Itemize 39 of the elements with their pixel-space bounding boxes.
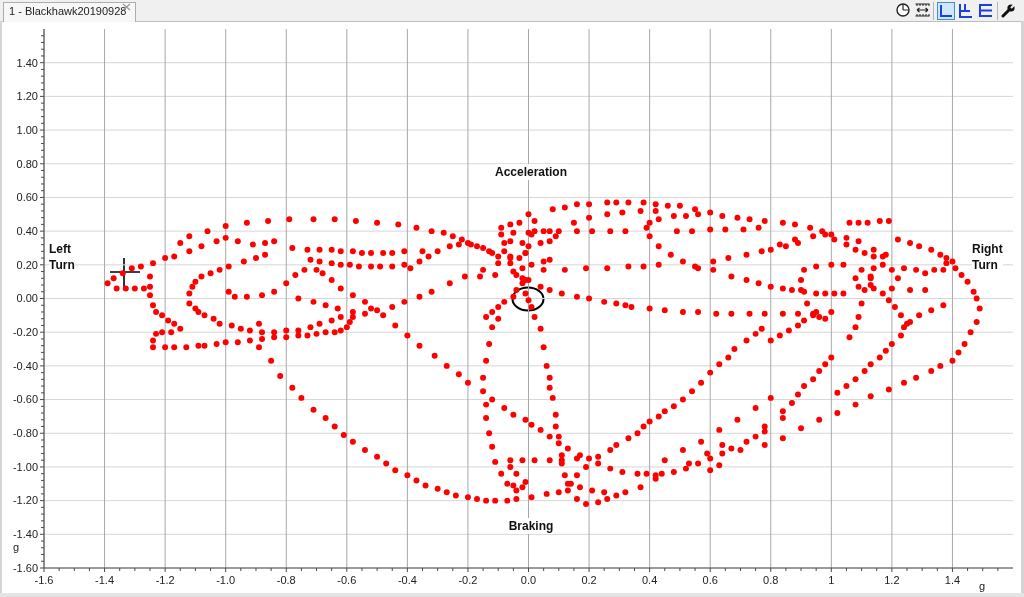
x-tick-label: 0.8 bbox=[763, 574, 779, 586]
y-tick-label: 0.60 bbox=[16, 191, 38, 204]
x-tick-label: -1.2 bbox=[155, 574, 175, 586]
x-tick-label: -0.6 bbox=[337, 574, 357, 586]
y-tick-label: -0.20 bbox=[12, 326, 38, 339]
x-tick-label: -1.6 bbox=[34, 574, 54, 586]
x-tick-label: 1.4 bbox=[944, 574, 961, 586]
x-tick-label: -0.4 bbox=[397, 574, 417, 586]
y-tick-label: 1.00 bbox=[16, 123, 38, 136]
annotation: Braking bbox=[508, 518, 554, 534]
y-axis-title: g bbox=[13, 541, 20, 554]
y-tick-label: -1.60 bbox=[12, 561, 38, 574]
x-tick-label: 0.6 bbox=[702, 574, 718, 586]
x-tick-label: 0.4 bbox=[641, 574, 658, 586]
y-tick-label: 1.40 bbox=[16, 56, 38, 69]
annotation: Right Turn bbox=[972, 241, 1003, 273]
x-tick-label: 0.0 bbox=[520, 574, 537, 586]
y-tick-label: 0.80 bbox=[16, 157, 38, 170]
y-tick-label: -1.20 bbox=[12, 494, 38, 507]
x-tick-label: -0.8 bbox=[276, 574, 296, 586]
x-tick-label: 1.2 bbox=[884, 574, 900, 586]
y-tick-label: -1.40 bbox=[12, 528, 38, 541]
annotation: Left Turn bbox=[49, 241, 75, 273]
x-axis-title: g bbox=[979, 580, 986, 593]
y-tick-label: 0.20 bbox=[16, 258, 38, 271]
chart-title: 1 - Blackhawk20190928 bbox=[9, 5, 127, 18]
x-tick-label: 0.2 bbox=[581, 574, 597, 586]
x-tick-label: 1 bbox=[828, 574, 835, 586]
y-tick-label: -0.60 bbox=[12, 393, 38, 406]
annotation: Acceleration bbox=[494, 164, 568, 180]
y-tick-label: -1.00 bbox=[12, 460, 38, 473]
y-tick-label: 1.20 bbox=[16, 90, 38, 103]
y-tick-label: 0.40 bbox=[16, 224, 38, 237]
x-tick-label: -1.4 bbox=[95, 574, 115, 586]
x-tick-label: -1.0 bbox=[216, 574, 236, 586]
y-tick-label: 0.00 bbox=[16, 292, 38, 305]
x-tick-label: -0.2 bbox=[458, 574, 478, 586]
y-tick-label: -0.40 bbox=[12, 359, 38, 372]
y-tick-label: -0.80 bbox=[12, 427, 38, 440]
